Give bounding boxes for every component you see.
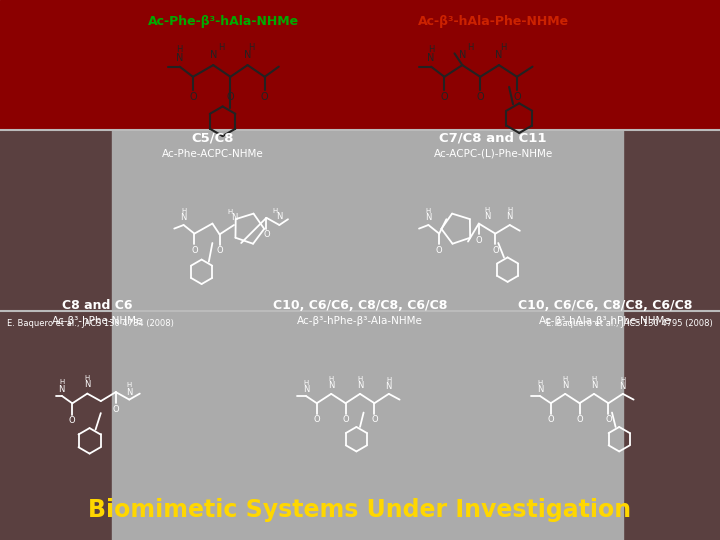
Text: N: N [507, 212, 513, 221]
Text: H: H [218, 43, 224, 52]
Text: H: H [127, 382, 132, 388]
Text: O: O [371, 415, 378, 424]
Text: N: N [428, 53, 435, 63]
Text: N: N [537, 385, 543, 394]
Text: Ac-Phe-β³-hAla-NHMe: Ac-Phe-β³-hAla-NHMe [148, 15, 299, 28]
Text: N: N [426, 213, 431, 222]
Text: N: N [386, 382, 392, 391]
Text: Biomimetic Systems Under Investigation: Biomimetic Systems Under Investigation [89, 498, 631, 522]
Text: H: H [500, 43, 506, 52]
Text: Ac-ACPC-(L)-Phe-NHMe: Ac-ACPC-(L)-Phe-NHMe [433, 149, 553, 159]
Text: N: N [303, 385, 309, 394]
Text: N: N [276, 212, 282, 221]
Text: N: N [328, 381, 334, 390]
Text: H: H [303, 380, 309, 386]
Text: H: H [328, 376, 334, 382]
Text: Ac-β³-hPhe-NHMe: Ac-β³-hPhe-NHMe [52, 316, 143, 326]
Text: H: H [176, 45, 183, 54]
Text: N: N [58, 384, 65, 394]
Text: O: O [313, 415, 320, 424]
Text: H: H [181, 208, 186, 214]
Text: Ac-β³-hPhe-β³-Ala-NHMe: Ac-β³-hPhe-β³-Ala-NHMe [297, 316, 423, 326]
Text: H: H [428, 45, 434, 54]
Text: H: H [426, 208, 431, 214]
Text: O: O [189, 92, 197, 102]
Bar [0, 0, 720, 310]
Text: H: H [537, 380, 543, 386]
Text: E. Baquero et al., JACS 130 4795 (2008): E. Baquero et al., JACS 130 4795 (2008) [546, 320, 713, 328]
Text: O: O [492, 246, 499, 255]
Bar [623, 130, 720, 540]
Text: C10, C6/C6, C8/C8, C6/C8: C10, C6/C6, C8/C8, C6/C8 [273, 299, 447, 312]
Text: H: H [620, 377, 626, 383]
Text: N: N [591, 381, 597, 390]
Text: H: H [507, 207, 513, 213]
Text: N: N [181, 213, 186, 222]
Text: O: O [436, 246, 443, 255]
Text: H: H [272, 207, 278, 214]
Text: O: O [342, 415, 349, 424]
Text: N: N [459, 50, 466, 60]
Text: C10, C6/C6, C8/C8, C6/C8: C10, C6/C6, C8/C8, C6/C8 [518, 299, 692, 312]
Text: H: H [357, 376, 363, 382]
Text: C8 and C6: C8 and C6 [62, 299, 132, 312]
Text: O: O [263, 230, 270, 239]
Text: N: N [126, 388, 132, 396]
Text: N: N [244, 50, 251, 60]
Text: O: O [216, 246, 223, 255]
Text: O: O [605, 415, 612, 424]
Text: N: N [495, 50, 503, 60]
Text: C5/C8: C5/C8 [191, 131, 234, 144]
Text: H: H [85, 375, 90, 381]
Text: O: O [477, 92, 484, 102]
Text: H: H [248, 43, 255, 52]
Text: Ac-Phe-ACPC-NHMe: Ac-Phe-ACPC-NHMe [161, 149, 264, 159]
Text: O: O [112, 405, 119, 414]
Text: N: N [231, 213, 237, 222]
Text: O: O [576, 415, 583, 424]
Text: H: H [591, 376, 597, 382]
Text: N: N [84, 380, 91, 389]
Bar [0, 130, 112, 540]
Text: O: O [513, 92, 521, 102]
Text: N: N [620, 382, 626, 391]
Text: H: H [562, 376, 568, 382]
Text: N: N [357, 381, 363, 390]
Text: C7/C8 and C11: C7/C8 and C11 [439, 131, 547, 144]
Text: O: O [261, 92, 269, 102]
Bar [0, 130, 720, 310]
Text: O: O [441, 92, 448, 102]
Text: H: H [228, 209, 233, 215]
Text: N: N [485, 212, 490, 221]
Text: O: O [191, 246, 198, 255]
Text: O: O [227, 92, 234, 102]
Text: O: O [547, 415, 554, 424]
Bar [112, 130, 623, 540]
Text: H: H [467, 43, 473, 52]
Text: N: N [562, 381, 568, 390]
Text: O: O [69, 416, 76, 425]
Text: N: N [210, 50, 217, 60]
Text: H: H [59, 379, 64, 386]
Text: E. Baquero et al., JACS 130 4784 (2008): E. Baquero et al., JACS 130 4784 (2008) [7, 320, 174, 328]
Text: N: N [176, 53, 184, 63]
Text: H: H [485, 207, 490, 213]
Text: Ac-β³-hAla-Phe-NHMe: Ac-β³-hAla-Phe-NHMe [418, 15, 569, 28]
Text: O: O [475, 235, 482, 245]
Text: Ac-β³-hAla-β³-hPhe-NHMe: Ac-β³-hAla-β³-hPhe-NHMe [539, 316, 671, 326]
Text: H: H [386, 377, 392, 383]
